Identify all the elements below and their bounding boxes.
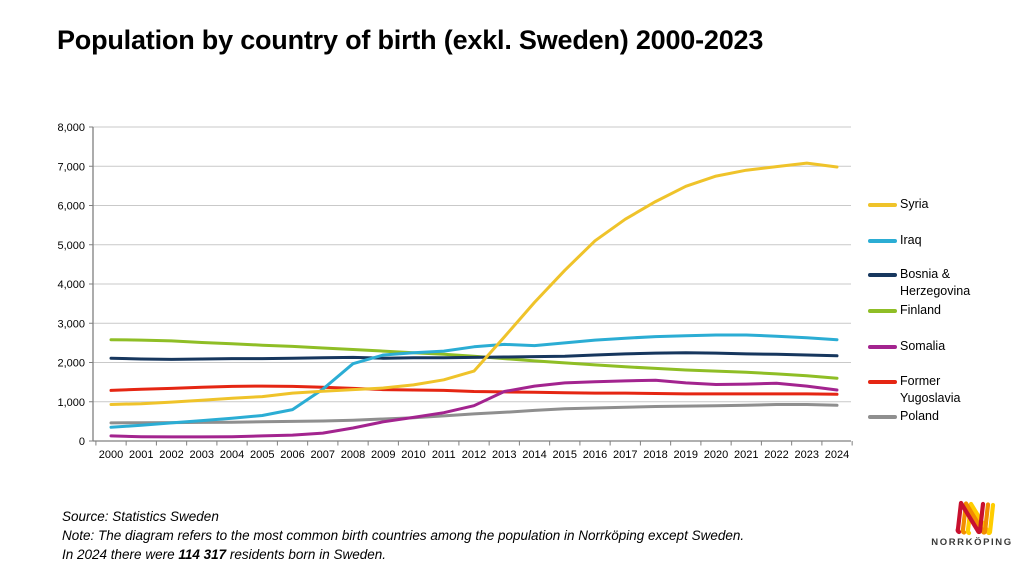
x-tick-label: 2012 <box>462 449 486 461</box>
legend-swatch-former-yugoslavia <box>868 380 897 384</box>
norrkoping-logo: NORRKÖPING <box>922 490 1022 548</box>
footer-note2-prefix: In 2024 there were <box>62 547 179 563</box>
legend-label: Somalia <box>900 339 946 353</box>
y-tick-label: 0 <box>79 436 85 448</box>
x-tick-label: 2015 <box>553 449 577 461</box>
footer-note2-count: 114 317 <box>178 547 227 563</box>
legend-item-somalia: Somalia <box>868 338 945 355</box>
x-tick-label: 2013 <box>492 449 516 461</box>
series-line-somalia <box>109 378 839 439</box>
series-line-poland <box>109 403 839 425</box>
y-tick-label: 2,000 <box>57 358 85 370</box>
x-tick-label: 2014 <box>522 449 546 461</box>
footer-note: Note: The diagram refers to the most com… <box>62 528 745 544</box>
legend-swatch-bosnia-herzegovina <box>868 273 897 277</box>
x-tick-label: 2022 <box>764 449 788 461</box>
y-tick-label: 5,000 <box>57 240 85 252</box>
legend-item-poland: Poland <box>868 408 939 425</box>
legend-label: Finland <box>900 303 941 317</box>
footer-note2-suffix: residents born in Sweden. <box>226 547 386 563</box>
line-chart: 0 1,000 2,000 3,000 4,000 5,000 6,000 7,000 8,00… <box>50 122 860 472</box>
legend-swatch-finland <box>868 309 897 313</box>
legend-label: Syria <box>900 197 929 211</box>
series-line-iraq <box>109 333 839 429</box>
legend-label: Iraq <box>900 233 922 247</box>
x-tick-label: 2024 <box>825 449 849 461</box>
legend-label: Bosnia & Herzegovina <box>900 267 971 298</box>
footer-source: Source: Statistics Sweden <box>62 509 219 524</box>
legend-swatch-iraq <box>868 239 897 243</box>
x-tick-label: 2006 <box>280 449 304 461</box>
footer-note2: In 2024 there were 114 317 residents bor… <box>62 545 762 564</box>
x-tick-label: 2011 <box>432 449 456 461</box>
x-tick-label: 2010 <box>401 449 425 461</box>
legend-item-iraq: Iraq <box>868 232 922 249</box>
logo-n-icon <box>955 500 996 536</box>
x-tick-label: 2000 <box>99 449 123 461</box>
legend-item-former-yugoslavia: Former Yugoslavia <box>868 373 1002 406</box>
logo-wordmark: NORRKÖPING <box>931 537 1013 548</box>
x-tick-label: 2021 <box>734 449 758 461</box>
legend-item-syria: Syria <box>868 196 928 213</box>
y-tick-label: 6,000 <box>57 201 85 213</box>
y-tick-label: 8,000 <box>57 122 85 134</box>
x-tick-label: 2017 <box>613 449 637 461</box>
legend-item-bosnia-herzegovina: Bosnia & Herzegovina <box>868 266 1002 299</box>
series-line-bosnia-herzegovina <box>109 351 839 361</box>
legend-swatch-syria <box>868 203 897 207</box>
x-tick-label: 2007 <box>311 449 335 461</box>
x-tick-label: 2019 <box>674 449 698 461</box>
page-title: Population by country of birth (exkl. Sw… <box>57 25 764 55</box>
x-tick-label: 2016 <box>583 449 607 461</box>
x-tick-label: 2018 <box>643 449 667 461</box>
x-tick-label: 2020 <box>704 449 728 461</box>
x-tick-label: 2004 <box>220 449 244 461</box>
legend-swatch-somalia <box>868 345 897 349</box>
y-tick-label: 7,000 <box>57 161 85 173</box>
x-tick-label: 2003 <box>190 449 214 461</box>
y-tick-label: 1,000 <box>57 397 85 409</box>
footer-notes: Source: Statistics Sweden Note: The diag… <box>62 507 762 564</box>
x-tick-label: 2002 <box>159 449 183 461</box>
legend-label: Poland <box>900 409 939 423</box>
y-tick-label: 3,000 <box>57 318 85 330</box>
series-line-former-yugoslavia <box>109 384 839 396</box>
legend-label: Former Yugoslavia <box>900 374 961 405</box>
chart-legend: Syria Iraq Bosnia & Herzegovina Finland Soma… <box>868 196 1018 436</box>
series-line-syria <box>109 161 839 406</box>
x-tick-label: 2009 <box>371 449 395 461</box>
legend-item-finland: Finland <box>868 302 941 319</box>
x-tick-label: 2008 <box>341 449 365 461</box>
plot-area: 0 1,000 2,000 3,000 4,000 5,000 6,000 7,000 8,00… <box>57 122 853 461</box>
x-tick-label: 2005 <box>250 449 274 461</box>
x-tick-label: 2023 <box>795 449 819 461</box>
y-tick-label: 4,000 <box>57 279 85 291</box>
legend-swatch-poland <box>868 415 897 419</box>
x-tick-label: 2001 <box>129 449 153 461</box>
